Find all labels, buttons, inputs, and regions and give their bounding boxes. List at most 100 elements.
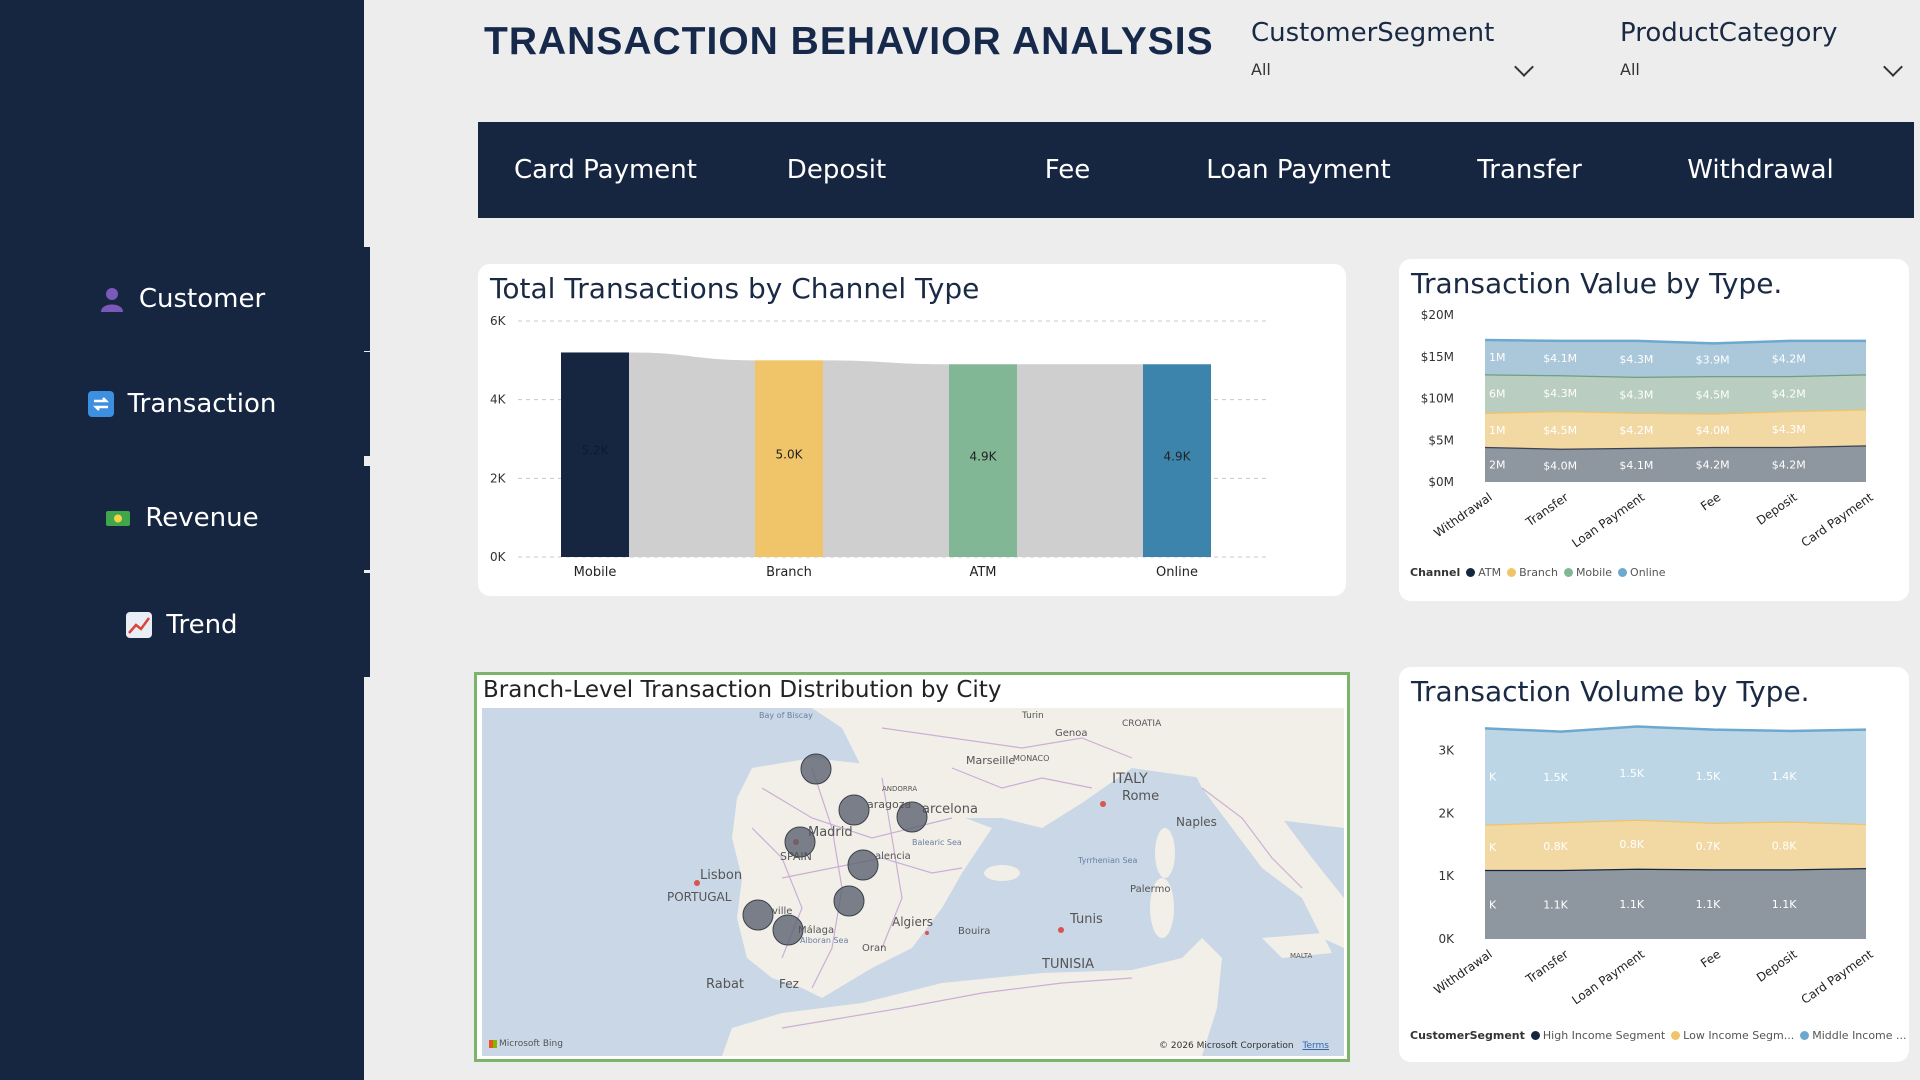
data-label: 1.	[1870, 897, 1881, 910]
data-label: $4.1M	[1543, 352, 1577, 365]
data-label: 1.4K	[1772, 770, 1797, 783]
ribbon	[1017, 364, 1143, 557]
chart-legend: CustomerSegment High Income Segment Low In…	[1410, 1029, 1913, 1042]
legend-label: Branch	[1519, 566, 1558, 579]
legend-item[interactable]: Low Income Segm...	[1671, 1029, 1794, 1042]
volume-area-chart[interactable]: 0K 1K 2K 3K K 1.1K 1.1K 1.1K 1.1K 1. K 0.8K 0.8K 0.7K…	[1399, 667, 1909, 1062]
data-label: $4.3M	[1772, 423, 1806, 436]
tab-loan-payment[interactable]: Loan Payment	[1206, 155, 1391, 185]
x-tick-label: Fee	[1698, 947, 1723, 971]
legend-title: Channel	[1410, 566, 1461, 579]
channel-bar-chart[interactable]: 0K 2K 4K 6K 5.2K Mobile 5.0K Branch 4.9K ATM 4.9K O…	[478, 264, 1346, 596]
branch-bubble[interactable]	[896, 801, 928, 833]
channel-chart-card: Total Transactions by Channel Type 0K 2K 4…	[478, 264, 1346, 596]
bing-label: Microsoft Bing	[499, 1039, 563, 1049]
data-label: 5.2K	[582, 444, 610, 458]
branch-bubble[interactable]	[800, 753, 832, 785]
branch-bubble[interactable]	[742, 899, 774, 931]
tab-fee[interactable]: Fee	[1044, 155, 1091, 185]
data-label: 0.7K	[1696, 840, 1721, 853]
chevron-down-icon[interactable]	[1883, 56, 1903, 77]
data-label: $4.0M	[1696, 424, 1730, 437]
data-label: 0.8K	[1619, 838, 1644, 851]
x-tick-label: Transfer	[1523, 947, 1571, 987]
chart-title: Transaction Volume by Type.	[1411, 675, 1810, 708]
label-andorra: ANDORRA	[882, 785, 917, 793]
person-icon	[99, 286, 125, 312]
sidebar-divider	[364, 570, 370, 573]
branch-bubble[interactable]	[838, 794, 870, 826]
sidebar-item-label: Customer	[138, 284, 266, 314]
legend-item[interactable]: Online	[1618, 566, 1666, 579]
data-label: $4.3M	[1619, 353, 1653, 366]
branch-bubbles[interactable]	[742, 753, 928, 946]
x-tick-label: Loan Payment	[1569, 947, 1647, 1007]
y-tick-label: 4K	[490, 393, 507, 407]
land-france	[812, 708, 1344, 828]
y-tick-label: 2K	[490, 471, 507, 485]
copyright-text: © 2026 Microsoft Corporation	[1159, 1041, 1294, 1051]
slicer-value: All	[1620, 60, 1640, 79]
city-lisbon	[694, 880, 700, 886]
slicer-dropdown[interactable]: All	[1620, 56, 1910, 79]
area-middle-income-	[1485, 726, 1866, 825]
tab-transfer[interactable]: Transfer	[1477, 155, 1582, 185]
branch-bubble[interactable]	[833, 885, 865, 917]
label-madrid: Madrid	[808, 825, 853, 840]
map-copyright: © 2026 Microsoft Corporation Terms	[1159, 1041, 1329, 1051]
branch-bubble[interactable]	[772, 914, 804, 946]
x-tick-label: Online	[1156, 565, 1198, 580]
land-sardinia	[1150, 878, 1174, 938]
sidebar-item-trend[interactable]: Trend	[0, 573, 370, 677]
label-bouira: Bouira	[958, 926, 990, 937]
label-genoa: Genoa	[1055, 728, 1088, 739]
chevron-down-icon[interactable]	[1514, 56, 1534, 77]
tab-deposit[interactable]: Deposit	[786, 155, 887, 185]
x-tick-label: Withdrawal	[1431, 490, 1494, 540]
legend-dot-icon	[1466, 568, 1476, 577]
y-tick-label: 6K	[490, 314, 507, 328]
branch-bubble[interactable]	[784, 826, 816, 858]
data-label: $4.	[1870, 386, 1888, 399]
legend-item[interactable]: High Income Segment	[1530, 1029, 1665, 1042]
customer-segment-slicer[interactable]: CustomerSegment All	[1251, 18, 1541, 79]
sidebar-item-transaction[interactable]: Transaction	[0, 352, 370, 456]
sidebar-divider	[364, 351, 370, 352]
data-label: 1.5K	[1543, 771, 1568, 784]
branch-bubble[interactable]	[847, 849, 879, 881]
bar-mobile	[561, 352, 629, 557]
city-tunis	[1058, 927, 1064, 933]
tab-card-payment[interactable]: Card Payment	[514, 155, 697, 185]
bar-atm	[949, 364, 1017, 557]
sidebar-item-revenue[interactable]: Revenue	[0, 466, 370, 570]
legend-item[interactable]: Middle Income ...	[1800, 1029, 1907, 1042]
legend-item[interactable]: Mobile	[1563, 566, 1612, 579]
land-sicily	[1262, 933, 1332, 958]
data-label: 5.0K	[776, 448, 804, 462]
legend-item[interactable]: ATM	[1466, 566, 1501, 579]
legend-item[interactable]: Branch	[1507, 566, 1558, 579]
branch-map[interactable]: Bay of Biscay Madrid SPAIN Lisbon PORTUG…	[482, 708, 1344, 1056]
x-tick-label: Transfer	[1523, 490, 1571, 530]
data-label: $4.5M	[1696, 389, 1730, 402]
y-tick-label: $5M	[1428, 433, 1454, 447]
data-label: 1M	[1489, 351, 1506, 364]
data-label: $4.5M	[1543, 424, 1577, 437]
data-label: 0.8K	[1543, 840, 1568, 853]
data-label: $4.1M	[1619, 459, 1653, 472]
legend-label: ATM	[1478, 566, 1502, 579]
y-tick-label: $10M	[1421, 392, 1454, 406]
area-atm	[1485, 445, 1866, 482]
label-seville: ville	[772, 906, 792, 917]
tab-withdrawal[interactable]: Withdrawal	[1687, 155, 1834, 185]
data-label: 1.5K	[1619, 767, 1644, 780]
data-label: $4.2M	[1772, 387, 1806, 400]
slicer-dropdown[interactable]: All	[1251, 56, 1541, 79]
label-bay-of-biscay: Bay of Biscay	[759, 711, 813, 720]
product-category-slicer[interactable]: ProductCategory All	[1620, 18, 1910, 79]
sidebar-item-customer[interactable]: Customer	[0, 247, 370, 351]
terms-link[interactable]: Terms	[1302, 1041, 1329, 1051]
label-oran: Oran	[862, 943, 886, 954]
legend-label: Middle Income ...	[1812, 1029, 1907, 1042]
